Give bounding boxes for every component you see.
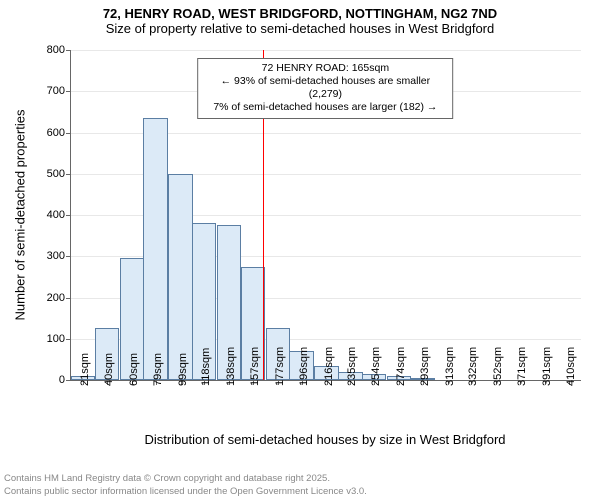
- x-tick-label: 138sqm: [225, 347, 237, 386]
- plot-area: 010020030040050060070080021sqm40sqm60sqm…: [70, 50, 581, 381]
- x-tick-label: 235sqm: [346, 347, 358, 386]
- x-tick-label: 313sqm: [444, 347, 456, 386]
- histogram-bar: [143, 118, 167, 380]
- y-tick-label: 700: [47, 85, 71, 97]
- y-tick-label: 300: [47, 250, 71, 262]
- y-tick-label: 100: [47, 333, 71, 345]
- y-tick-label: 800: [47, 44, 71, 56]
- y-tick-label: 500: [47, 168, 71, 180]
- annotation-line: ← 93% of semi-detached houses are smalle…: [205, 75, 447, 101]
- x-tick-label: 410sqm: [565, 347, 577, 386]
- footer: Contains HM Land Registry data © Crown c…: [4, 473, 367, 498]
- footer-line-2: Contains public sector information licen…: [4, 486, 367, 498]
- y-tick-label: 600: [47, 127, 71, 139]
- x-tick-label: 99sqm: [177, 353, 189, 386]
- x-tick-label: 371sqm: [516, 347, 528, 386]
- x-tick-label: 391sqm: [541, 347, 553, 386]
- title-line-1: 72, HENRY ROAD, WEST BRIDGFORD, NOTTINGH…: [0, 6, 600, 21]
- y-tick-label: 0: [59, 374, 71, 386]
- annotation-line: 7% of semi-detached houses are larger (1…: [205, 101, 447, 114]
- annotation-box: 72 HENRY ROAD: 165sqm← 93% of semi-detac…: [198, 58, 454, 119]
- chart-container: 72, HENRY ROAD, WEST BRIDGFORD, NOTTINGH…: [0, 0, 600, 500]
- x-tick-label: 79sqm: [152, 353, 164, 386]
- x-tick-label: 332sqm: [467, 347, 479, 386]
- title-line-2: Size of property relative to semi-detach…: [0, 21, 600, 36]
- x-tick-label: 21sqm: [79, 353, 91, 386]
- x-tick-label: 40sqm: [103, 353, 115, 386]
- x-axis-title: Distribution of semi-detached houses by …: [144, 432, 505, 447]
- histogram-bar: [168, 174, 192, 380]
- annotation-line: 72 HENRY ROAD: 165sqm: [205, 62, 447, 75]
- x-tick-label: 216sqm: [323, 347, 335, 386]
- x-tick-label: 254sqm: [370, 347, 382, 386]
- title-block: 72, HENRY ROAD, WEST BRIDGFORD, NOTTINGH…: [0, 0, 600, 36]
- x-tick-label: 274sqm: [395, 347, 407, 386]
- x-tick-label: 196sqm: [298, 347, 310, 386]
- y-tick-label: 400: [47, 209, 71, 221]
- x-tick-label: 157sqm: [249, 347, 261, 386]
- x-tick-label: 352sqm: [492, 347, 504, 386]
- footer-line-1: Contains HM Land Registry data © Crown c…: [4, 473, 367, 485]
- y-tick-label: 200: [47, 292, 71, 304]
- grid-line: [71, 50, 581, 51]
- x-tick-label: 177sqm: [274, 347, 286, 386]
- x-tick-label: 118sqm: [200, 348, 212, 386]
- x-tick-label: 293sqm: [419, 347, 431, 386]
- y-axis-title: Number of semi-detached properties: [13, 110, 28, 321]
- x-tick-label: 60sqm: [128, 353, 140, 386]
